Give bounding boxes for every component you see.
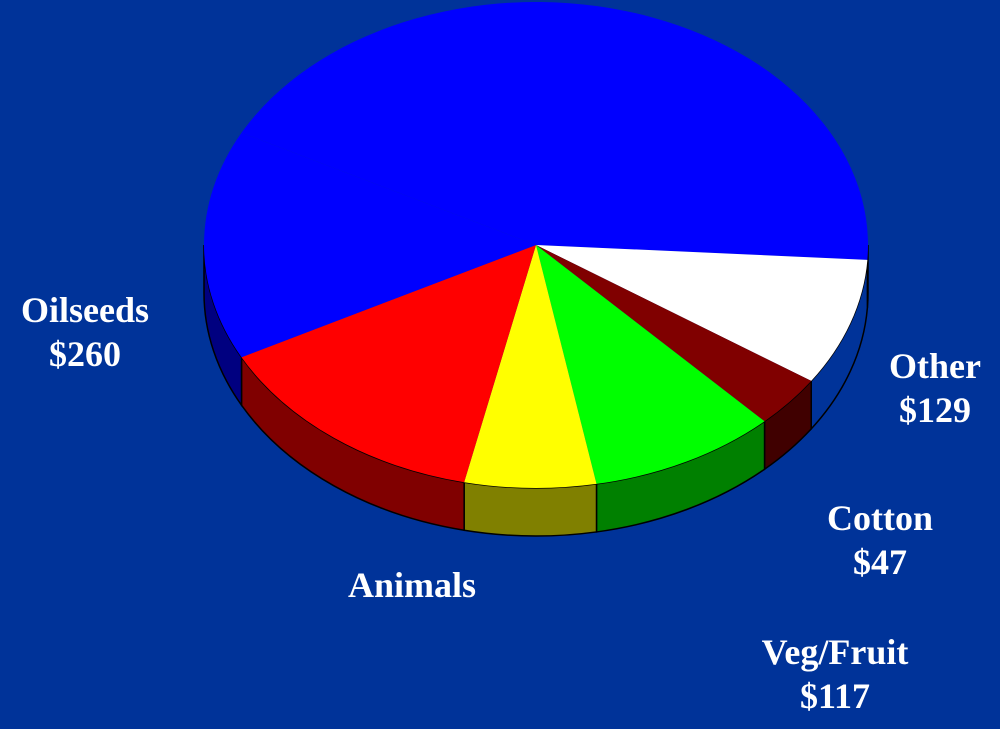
- pie-slice-main-wrap: [204, 132, 536, 358]
- pie-slice-animals: [464, 245, 597, 488]
- label-animals: Animals: [312, 563, 512, 607]
- label-oilseeds: Oilseeds $260: [0, 288, 170, 376]
- label-animals-name: Animals: [347, 565, 477, 605]
- pie-slice-vegfruit: [536, 245, 765, 484]
- label-other: Other $129: [870, 344, 1000, 432]
- label-other-value: $129: [899, 390, 971, 430]
- pie-slice-main: [241, 2, 868, 260]
- label-cotton: Cotton $47: [790, 496, 970, 584]
- pie-sides: [203, 244, 869, 537]
- pie-slice-oilseeds: [241, 245, 537, 483]
- pie-slice-other: [536, 245, 868, 381]
- label-oilseeds-name: Oilseeds: [20, 290, 149, 330]
- pie-side-animals: [463, 481, 598, 537]
- label-oilseeds-value: $260: [49, 334, 121, 374]
- label-other-name: Other: [889, 346, 981, 386]
- label-vegfruit-name: Veg/Fruit: [761, 632, 909, 672]
- label-cotton-name: Cotton: [827, 498, 933, 538]
- label-cotton-value: $47: [853, 542, 907, 582]
- pie-tops: [204, 2, 868, 488]
- label-vegfruit: Veg/Fruit $117: [725, 630, 945, 718]
- label-vegfruit-value: $117: [799, 676, 870, 716]
- pie-slice-cotton: [536, 245, 812, 422]
